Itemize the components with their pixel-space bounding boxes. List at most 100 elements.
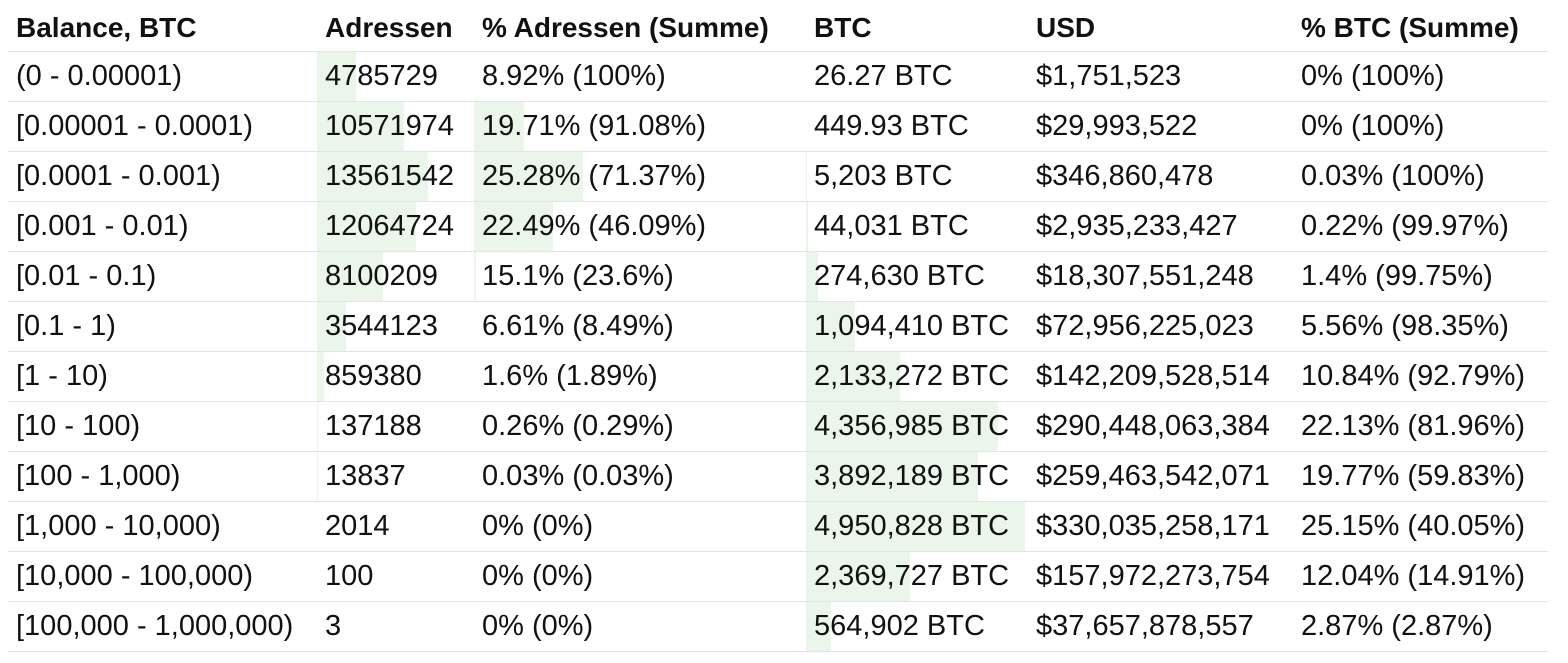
btc-amount-cell: 1,094,410 BTC: [806, 302, 1028, 351]
address-percent-cell-text: 8.92% (100%): [482, 60, 666, 92]
address-percent-cell-text: 1.6% (1.89%): [482, 360, 658, 392]
table-header-row: Balance, BTC Adressen % Adressen (Summe)…: [8, 4, 1548, 52]
share-bar: [317, 252, 384, 301]
btc-amount-cell: 5,203 BTC: [806, 152, 1028, 201]
btc-amount-cell: 4,950,828 BTC: [806, 502, 1028, 551]
share-bar: [806, 452, 979, 501]
header-btc-percent: % BTC (Summe): [1301, 11, 1519, 43]
btc-percent-cell: 10.84% (92.79%): [1293, 352, 1548, 401]
table-row: [0.01 - 0.1) 8100209 15.1% (23.6%) 274,630 …: [8, 252, 1548, 302]
address-count-cell: 100: [317, 552, 474, 601]
balance-range-cell: [0.0001 - 0.001): [8, 152, 317, 201]
btc-percent-cell-text: 2.87% (2.87%): [1301, 610, 1493, 642]
balance-range-cell-text: [10 - 100): [16, 410, 141, 442]
usd-value-cell: $18,307,551,248: [1028, 252, 1293, 301]
btc-amount-cell-text: 564,902 BTC: [814, 610, 985, 642]
table-row: [0.1 - 1) 3544123 6.61% (8.49%) 1,094,410 B…: [8, 302, 1548, 352]
share-bar: [474, 202, 554, 251]
share-bar: [317, 202, 416, 251]
btc-percent-cell-text: 0.22% (99.97%): [1301, 210, 1509, 242]
share-bar: [474, 102, 524, 151]
btc-amount-cell: 2,133,272 BTC: [806, 352, 1028, 401]
btc-percent-cell: 22.13% (81.96%): [1293, 402, 1548, 451]
balance-range-cell: (0 - 0.00001): [8, 52, 317, 101]
usd-value-cell-text: $18,307,551,248: [1036, 260, 1254, 292]
balance-range-cell: [0.1 - 1): [8, 302, 317, 351]
balance-range-cell-text: [100 - 1,000): [16, 460, 181, 492]
balance-range-cell-text: [0.1 - 1): [16, 310, 116, 342]
address-count-cell: 13837: [317, 452, 474, 501]
balance-range-cell: [1 - 10): [8, 352, 317, 401]
table-row: [10 - 100) 137188 0.26% (0.29%) 4,356,985 B…: [8, 402, 1548, 452]
address-percent-cell-text: 0.26% (0.29%): [482, 410, 674, 442]
share-bar: [806, 602, 832, 651]
address-count-cell-text: 137188: [325, 410, 422, 442]
usd-value-cell-text: $29,993,522: [1036, 110, 1198, 142]
btc-percent-cell: 5.56% (98.35%): [1293, 302, 1548, 351]
share-bar: [806, 552, 911, 601]
btc-percent-cell: 25.15% (40.05%): [1293, 502, 1548, 551]
header-balance: Balance, BTC: [16, 11, 197, 43]
balance-range-cell-text: [1,000 - 10,000): [16, 510, 221, 542]
address-percent-cell-text: 0.03% (0.03%): [482, 460, 674, 492]
balance-range-cell: [0.00001 - 0.0001): [8, 102, 317, 151]
address-percent-cell: 25.28% (71.37%): [474, 152, 806, 201]
address-percent-cell: 0% (0%): [474, 502, 806, 551]
balance-range-cell: [1,000 - 10,000): [8, 502, 317, 551]
usd-value-cell: $29,993,522: [1028, 102, 1293, 151]
btc-percent-cell-text: 19.77% (59.83%): [1301, 460, 1526, 492]
btc-amount-cell-text: 2,133,272 BTC: [814, 360, 1010, 392]
usd-value-cell: $330,035,258,171: [1028, 502, 1293, 551]
balance-range-cell: [10,000 - 100,000): [8, 552, 317, 601]
btc-percent-cell-text: 5.56% (98.35%): [1301, 310, 1509, 342]
balance-range-cell: [0.01 - 0.1): [8, 252, 317, 301]
btc-amount-cell: 2,369,727 BTC: [806, 552, 1028, 601]
address-percent-cell: 6.61% (8.49%): [474, 302, 806, 351]
btc-percent-cell: 12.04% (14.91%): [1293, 552, 1548, 601]
usd-value-cell-text: $346,860,478: [1036, 160, 1214, 192]
usd-value-cell-text: $1,751,523: [1036, 60, 1182, 92]
table-row: [1 - 10) 859380 1.6% (1.89%) 2,133,272 BTC $…: [8, 352, 1548, 402]
balance-range-cell-text: (0 - 0.00001): [16, 60, 183, 92]
table-body: (0 - 0.00001) 4785729 8.92% (100%) 26.27 BT…: [8, 52, 1548, 652]
address-count-cell: 8100209: [317, 252, 474, 301]
table-row: (0 - 0.00001) 4785729 8.92% (100%) 26.27 BT…: [8, 52, 1548, 102]
balance-range-cell: [0.001 - 0.01): [8, 202, 317, 251]
usd-value-cell-text: $157,972,273,754: [1036, 560, 1270, 592]
share-bar: [806, 252, 819, 301]
balance-range-cell-text: [0.00001 - 0.0001): [16, 110, 254, 142]
header-addresses-percent: % Adressen (Summe): [482, 11, 769, 43]
btc-amount-cell: 564,902 BTC: [806, 602, 1028, 651]
usd-value-cell: $1,751,523: [1028, 52, 1293, 101]
address-count-cell-text: 13561542: [325, 160, 455, 192]
btc-percent-cell: 0.03% (100%): [1293, 152, 1548, 201]
balance-range-cell: [100 - 1,000): [8, 452, 317, 501]
share-bar: [806, 502, 1026, 551]
share-bar: [317, 152, 429, 201]
btc-percent-cell-text: 12.04% (14.91%): [1301, 560, 1526, 592]
table-row: [1,000 - 10,000) 2014 0% (0%) 4,950,828 BTC…: [8, 502, 1548, 552]
address-count-cell-text: 8100209: [325, 260, 438, 292]
usd-value-cell-text: $330,035,258,171: [1036, 510, 1270, 542]
address-percent-cell: 22.49% (46.09%): [474, 202, 806, 251]
btc-amount-cell: 3,892,189 BTC: [806, 452, 1028, 501]
usd-value-cell: $2,935,233,427: [1028, 202, 1293, 251]
address-percent-cell-text: 0% (0%): [482, 510, 594, 542]
address-percent-cell-text: 0% (0%): [482, 610, 594, 642]
share-bar: [317, 402, 319, 451]
btc-percent-cell: 0% (100%): [1293, 102, 1548, 151]
usd-value-cell-text: $37,657,878,557: [1036, 610, 1254, 642]
address-percent-cell-text: 15.1% (23.6%): [482, 260, 674, 292]
share-bar: [317, 352, 325, 401]
address-percent-cell-text: 25.28% (71.37%): [482, 160, 707, 192]
address-count-cell-text: 10571974: [325, 110, 455, 142]
balance-range-cell: [10 - 100): [8, 402, 317, 451]
address-percent-cell: 0.26% (0.29%): [474, 402, 806, 451]
btc-percent-cell: 2.87% (2.87%): [1293, 602, 1548, 651]
address-count-cell-text: 100: [325, 560, 374, 592]
table-row: [10,000 - 100,000) 100 0% (0%) 2,369,727 BT…: [8, 552, 1548, 602]
btc-amount-cell: 4,356,985 BTC: [806, 402, 1028, 451]
balance-range-cell-text: [1 - 10): [16, 360, 108, 392]
address-percent-cell: 8.92% (100%): [474, 52, 806, 101]
balance-range-cell-text: [0.0001 - 0.001): [16, 160, 221, 192]
